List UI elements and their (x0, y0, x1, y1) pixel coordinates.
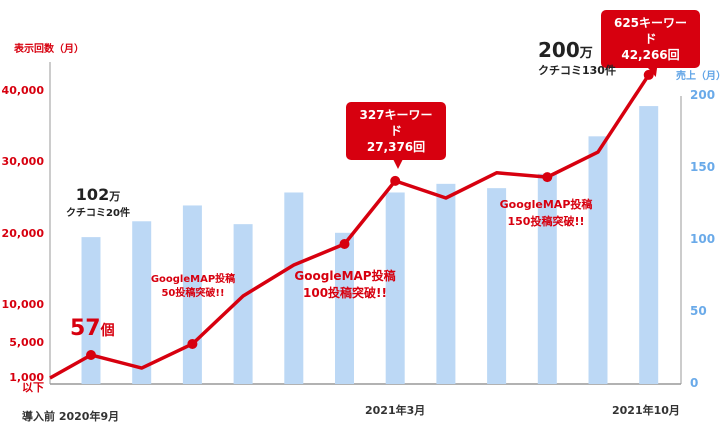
post50-line2: 50投稿突破!! (161, 288, 225, 299)
post100-line1: GoogleMAP投稿 (294, 269, 396, 283)
sales-bar (487, 188, 507, 384)
right-tick-label: 100 (690, 232, 716, 246)
left-axis-title: 表示回数（月） (14, 44, 84, 55)
callout-mid-line1: 327キーワード (359, 108, 433, 138)
sales-bar (233, 224, 253, 384)
sales-bar (284, 192, 304, 384)
impressions-marker (390, 175, 401, 186)
sales-bar (81, 237, 101, 384)
callout-mid: 327キーワード 27,376回 (346, 102, 446, 169)
post150-annotation: GoogleMAP投稿 150投稿突破!! (490, 196, 602, 230)
post50-annotation: GoogleMAP投稿 50投稿突破!! (140, 273, 246, 301)
start-sales-unit: 万 (109, 190, 121, 203)
start-sales-annotation: 102万 クチコミ20件 (60, 185, 136, 219)
end-reviews: クチコミ130件 (538, 64, 616, 77)
left-tick-label: 5,000 (9, 336, 44, 349)
sales-bar (132, 221, 152, 384)
x-label-start: 導入前 2020年9月 (22, 410, 120, 423)
sales-bar (436, 183, 456, 384)
left-tick-label: 40,000 (1, 84, 44, 97)
right-axis-title: 売上（月） (676, 71, 720, 82)
post100-annotation: GoogleMAP投稿 100投稿突破!! (285, 268, 405, 302)
impressions-marker (339, 239, 350, 250)
post50-line1: GoogleMAP投稿 (150, 274, 236, 285)
sales-bar (588, 136, 608, 384)
impressions-marker (542, 172, 553, 183)
post100-line2: 100投稿突破!! (303, 286, 387, 300)
right-tick-label: 0 (690, 376, 699, 390)
start-sales-value: 102 (75, 185, 110, 204)
callout-end: 625キーワード 42,266回 (601, 10, 700, 68)
sales-bar (385, 192, 405, 384)
end-sales-value: 200 (538, 38, 580, 62)
left-tick-label: 1,000 (9, 371, 44, 384)
post150-line1: GoogleMAP投稿 (499, 198, 593, 211)
callout-end-line1: 625キーワード (613, 16, 688, 46)
right-tick-label: 50 (690, 304, 707, 318)
sales-bar (335, 232, 354, 384)
impressions-marker (86, 349, 96, 360)
callout-end-line2: 42,266回 (621, 48, 680, 62)
start-count-value: 57 (70, 316, 101, 341)
left-tick-label: 30,000 (1, 155, 44, 168)
end-sales-annotation: 200万 クチコミ130件 (538, 38, 616, 78)
right-tick-label: 150 (690, 160, 716, 174)
start-count-unit: 個 (100, 323, 115, 339)
start-count-annotation: 57個 (70, 316, 115, 341)
sales-bar (639, 106, 659, 384)
callout-mid-line2: 27,376回 (366, 140, 426, 154)
left-tick-note: 以下 (22, 381, 44, 394)
x-label-end: 2021年10月 (612, 404, 680, 417)
x-label-mid: 2021年3月 (365, 404, 426, 417)
post150-line2: 150投稿突破!! (507, 215, 585, 228)
sales-bar (537, 173, 557, 384)
end-sales-unit: 万 (579, 46, 593, 61)
left-tick-label: 10,000 (1, 298, 44, 311)
right-tick-label: 200 (690, 88, 716, 102)
left-tick-label: 20,000 (1, 227, 44, 240)
start-reviews: クチコミ20件 (66, 208, 130, 219)
impressions-marker (187, 338, 198, 349)
